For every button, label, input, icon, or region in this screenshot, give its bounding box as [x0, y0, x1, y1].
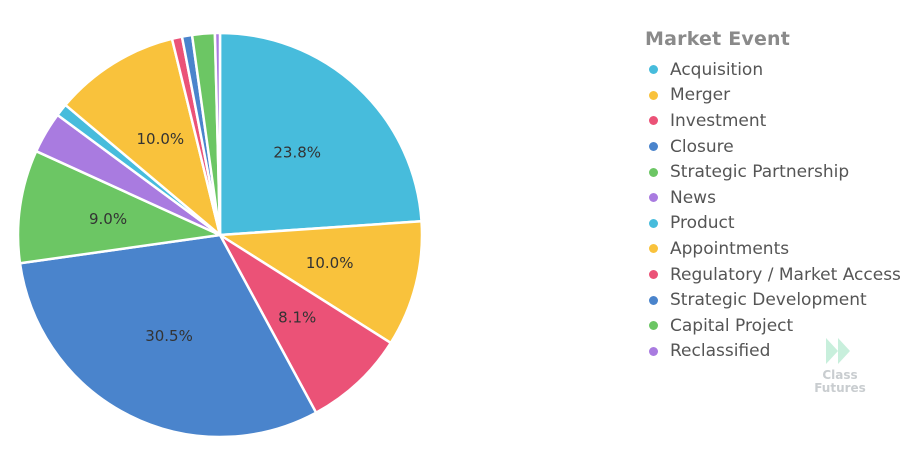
legend-item-product[interactable]: Product: [645, 211, 901, 237]
legend-dot-icon: [649, 193, 658, 203]
legend-label: Product: [670, 213, 735, 234]
pie-slice-closure[interactable]: [18, 233, 318, 439]
legend-item-merger[interactable]: Merger: [645, 83, 901, 109]
watermark-line1: Class: [822, 368, 858, 382]
legend-item-strategic-partnership[interactable]: Strategic Partnership: [645, 159, 901, 185]
pie-slice-appointments[interactable]: [64, 37, 222, 237]
pie-slice-acquisition[interactable]: [218, 31, 423, 237]
legend-dot-icon: [649, 346, 658, 356]
slice-label-investment: 8.1%: [278, 309, 316, 327]
legend-item-regulatory-market-access[interactable]: Regulatory / Market Access: [645, 262, 901, 288]
legend-item-acquisition[interactable]: Acquisition: [645, 57, 901, 83]
legend-dot-icon: [649, 218, 658, 228]
slice-label-closure: 30.5%: [145, 327, 193, 345]
legend-label: News: [670, 187, 716, 208]
legend-label: Acquisition: [670, 59, 764, 80]
legend-dot-icon: [649, 321, 658, 331]
legend-item-capital-project[interactable]: Capital Project: [645, 313, 901, 339]
legend-label: Closure: [670, 136, 734, 157]
legend-item-strategic-development[interactable]: Strategic Development: [645, 287, 901, 313]
legend-dot-icon: [649, 142, 658, 152]
slice-label-strategic-partnership: 9.0%: [89, 210, 127, 228]
pie-chart: 23.8% 10.0% 8.1% 30.5% 9.0% 10.0%: [16, 31, 424, 439]
class-futures-watermark: Class Futures: [812, 336, 868, 395]
legend-dot-icon: [649, 295, 658, 305]
legend-label: Regulatory / Market Access: [670, 264, 901, 285]
legend-label: Strategic Development: [670, 290, 867, 311]
legend-dot-icon: [649, 65, 658, 75]
legend-dot-icon: [649, 244, 658, 254]
legend-title: Market Event: [645, 28, 791, 50]
legend-label: Strategic Partnership: [670, 162, 850, 183]
double-chevron-icon: [826, 338, 850, 364]
pie-slice-strategic-partnership[interactable]: [16, 149, 222, 265]
legend: Market Event Acquisition Merger Investment…: [645, 28, 901, 364]
pie-slice-reclassified[interactable]: [213, 31, 222, 237]
legend-dot-icon: [649, 116, 658, 126]
legend-item-news[interactable]: News: [645, 185, 901, 211]
pie-slice-merger[interactable]: [218, 220, 424, 345]
legend-item-investment[interactable]: Investment: [645, 108, 901, 134]
pie-slice-investment[interactable]: [218, 233, 393, 414]
slice-label-merger: 10.0%: [306, 254, 354, 272]
legend-label: Appointments: [670, 238, 790, 259]
watermark-line2: Futures: [814, 381, 866, 395]
legend-label: Reclassified: [670, 341, 771, 362]
legend-dot-icon: [649, 90, 658, 100]
slice-label-appointments: 10.0%: [137, 130, 185, 148]
legend-label: Merger: [670, 85, 731, 106]
legend-dot-icon: [649, 167, 658, 177]
slice-label-acquisition: 23.8%: [273, 143, 321, 161]
legend-item-appointments[interactable]: Appointments: [645, 236, 901, 262]
legend-item-closure[interactable]: Closure: [645, 134, 901, 160]
legend-label: Investment: [670, 110, 767, 131]
legend-dot-icon: [649, 270, 658, 280]
legend-label: Capital Project: [670, 315, 794, 336]
legend-item-reclassified[interactable]: Reclassified: [645, 339, 901, 365]
